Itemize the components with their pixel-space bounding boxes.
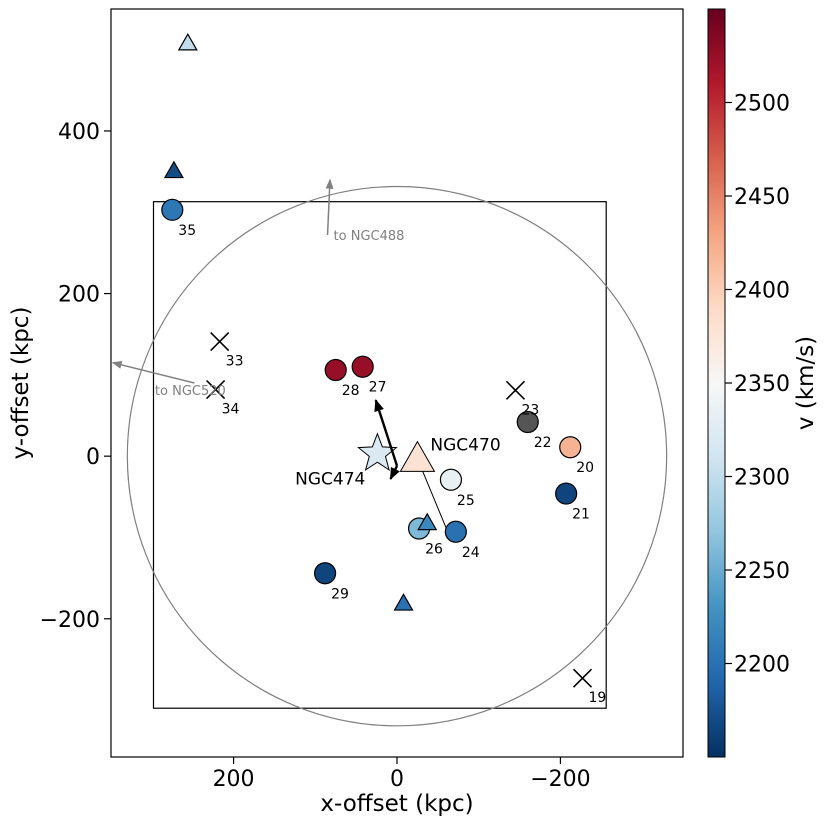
galaxy-star-marker: [357, 432, 398, 472]
x-tick-label: −200: [530, 767, 590, 792]
circle-marker: [161, 198, 184, 221]
plot-frame: [110, 8, 684, 758]
direction-label: to NGC488: [334, 229, 405, 244]
cross-marker: [572, 668, 593, 688]
point-label: 26: [425, 542, 443, 558]
cross-marker: [210, 331, 230, 352]
region-box: [152, 201, 607, 709]
point-label: 33: [226, 354, 244, 370]
direction-arrow: [325, 178, 334, 236]
point-label: 34: [222, 402, 240, 418]
colorbar: 2200 2250 2300 2350 2400 2450 2500 v (km/s): [707, 8, 819, 758]
colorbar-tick-label: 2300: [734, 466, 790, 491]
y-axis-label: y-offset (kpc): [8, 307, 34, 460]
cross-marker: [206, 379, 226, 400]
y-tick-label: 400: [58, 120, 100, 145]
galaxy-label: NGC470: [430, 436, 500, 456]
x-axis: 200 0 −200: [213, 757, 591, 792]
point-label: 20: [576, 460, 594, 476]
cross-stroke: [210, 331, 230, 352]
triangle-marker: [177, 32, 198, 51]
point-label: 29: [331, 586, 349, 602]
cross-stroke: [505, 380, 526, 400]
colorbar-label: v (km/s): [793, 336, 819, 430]
x-tick-label: 0: [390, 767, 404, 792]
direction-label: to NGC520: [155, 384, 226, 399]
labels-layer: to NGC488 to NGC520 19 23 33 34 20 21 22 24 25 26 27…: [155, 223, 606, 706]
plot-layer: [111, 32, 668, 727]
motion-arrow: [389, 465, 400, 480]
circle-marker: [439, 468, 463, 491]
y-axis: 400 200 0 −200: [40, 120, 111, 633]
y-tick-label: −200: [40, 608, 100, 633]
colorbar-gradient: [707, 8, 726, 758]
colorbar-tick-label: 2400: [734, 279, 790, 304]
colorbar-tick-label: 2250: [734, 559, 790, 584]
circle-marker: [324, 358, 347, 382]
colorbar-tick-label: 2200: [734, 653, 790, 678]
circle-marker: [444, 520, 467, 543]
circle-marker: [351, 355, 374, 378]
point-label: 19: [588, 690, 606, 706]
colorbar-tick-label: 2350: [734, 372, 790, 397]
point-label: 22: [534, 435, 552, 451]
direction-arrow: [111, 360, 195, 384]
triangle-marker: [417, 512, 438, 531]
colorbar-tick-label: 2450: [734, 185, 790, 210]
colorbar-ticks: 2200 2250 2300 2350 2400 2450 2500: [725, 92, 790, 678]
cross-stroke: [572, 668, 593, 688]
region-circle: [126, 185, 668, 727]
point-label: 35: [178, 223, 196, 239]
point-label: 24: [462, 545, 480, 561]
point-label: 28: [342, 383, 360, 399]
motion-arrow: [374, 399, 399, 467]
triangle-marker: [393, 593, 414, 611]
y-tick-label: 0: [86, 445, 100, 470]
point-label: 25: [457, 493, 475, 509]
cross-marker: [505, 380, 526, 400]
cross-stroke: [206, 379, 226, 400]
x-axis-label: x-offset (kpc): [320, 791, 473, 817]
x-tick-label: 200: [213, 767, 255, 792]
colorbar-tick-label: 2500: [734, 92, 790, 117]
galaxy-label: NGC474: [295, 470, 365, 490]
galaxy-triangle-marker: [399, 440, 436, 472]
point-label: 27: [369, 380, 387, 396]
circle-marker: [516, 410, 539, 434]
circle-marker: [559, 436, 582, 459]
point-label: 23: [521, 402, 539, 418]
y-tick-label: 200: [58, 283, 100, 308]
circle-marker: [313, 562, 337, 585]
triangle-marker: [163, 160, 184, 179]
circle-marker: [555, 482, 578, 505]
point-label: 21: [572, 507, 590, 523]
